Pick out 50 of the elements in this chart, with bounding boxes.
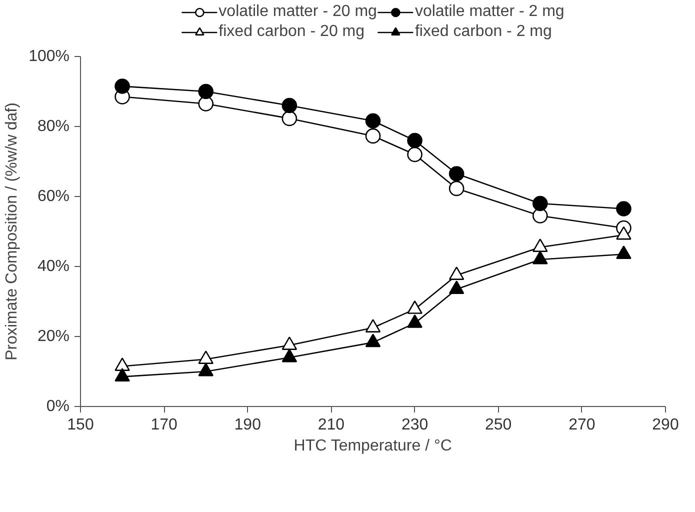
y-tick-label: 60%	[37, 188, 70, 205]
point	[282, 336, 298, 350]
legend-label: fixed carbon - 20 mg	[218, 23, 365, 41]
x-tick-label: 290	[652, 416, 679, 434]
point	[407, 314, 422, 328]
legend-label: volatile matter - 20 mg	[218, 3, 377, 21]
point	[198, 96, 214, 112]
point	[616, 226, 632, 240]
legend-label: fixed carbon - 2 mg	[414, 23, 552, 41]
legend-label: volatile matter - 2 mg	[414, 3, 564, 21]
point	[114, 368, 130, 382]
y-tick-label: 0%	[46, 398, 70, 415]
point	[448, 166, 464, 182]
point	[532, 196, 548, 212]
point	[616, 201, 632, 216]
y-tick-label: 80%	[37, 118, 70, 135]
point	[114, 358, 130, 371]
y-axis-title: Proximate Composition / (%w/w daf)	[4, 102, 21, 360]
point	[532, 238, 548, 252]
y-tick-label: 20%	[37, 328, 70, 345]
point	[198, 362, 214, 376]
point	[448, 180, 464, 196]
point	[282, 110, 298, 126]
x-tick-label: 250	[485, 416, 512, 434]
point	[365, 128, 381, 144]
point	[407, 146, 422, 162]
x-tick-label: 170	[150, 416, 178, 434]
point	[282, 98, 298, 114]
point	[282, 348, 298, 362]
point	[365, 334, 381, 348]
x-tick-label: 150	[67, 416, 94, 434]
x-axis-title: HTC Temperature / °C	[294, 438, 452, 454]
point	[532, 250, 548, 264]
point	[198, 84, 214, 100]
x-tick-label: 270	[568, 416, 596, 434]
point	[407, 132, 422, 148]
x-tick-label: 210	[318, 416, 345, 434]
point	[365, 319, 381, 332]
point	[448, 266, 464, 280]
y-tick-label: 100%	[28, 48, 70, 65]
point	[114, 78, 130, 94]
y-tick-label: 40%	[37, 258, 70, 275]
point	[198, 350, 214, 364]
x-tick-label: 230	[401, 416, 428, 434]
point	[448, 280, 464, 294]
x-tick-label: 190	[234, 416, 262, 434]
point	[532, 208, 548, 224]
point	[616, 246, 632, 259]
point	[407, 300, 422, 314]
point	[365, 113, 381, 129]
